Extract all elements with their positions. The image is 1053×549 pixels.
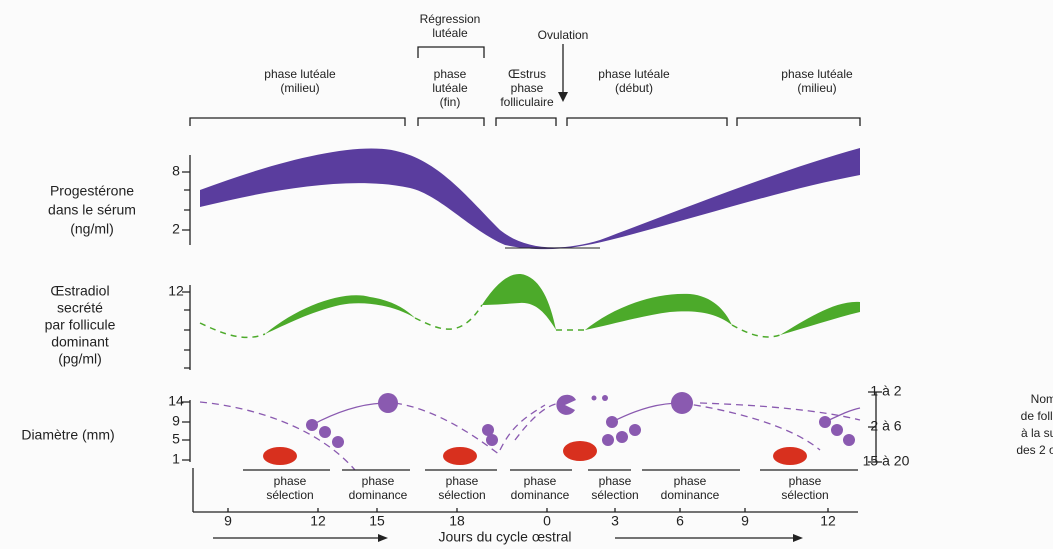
phase-label: phase lutéale [264, 67, 336, 81]
follicle-phase: dominance [661, 488, 720, 502]
x-tick-label: 18 [449, 513, 465, 529]
follicle-phase: sélection [266, 488, 313, 502]
count-label: à la surface [1021, 426, 1053, 440]
follicle-phase: sélection [781, 488, 828, 502]
phase-label: phase lutéale [598, 67, 670, 81]
phase-label: Œstrus [508, 67, 546, 81]
figure: phase lutéale(milieu)Régressionlutéaleph… [0, 0, 1053, 549]
follicle-phase: phase [789, 474, 822, 488]
x-tick-label: 12 [310, 513, 326, 529]
y-tick-label: 1 [172, 451, 180, 467]
follicle-phase: phase [362, 474, 395, 488]
count-tick-label: 15 à 20 [863, 453, 910, 469]
phase-label: folliculaire [500, 95, 554, 109]
y-tick-label: 2 [172, 221, 180, 237]
follicle-phase: phase [446, 474, 479, 488]
panel-label: Progestérone [50, 183, 134, 199]
panel-label: Œstradiol [50, 283, 109, 299]
follicle-phase: phase [274, 474, 307, 488]
x-tick-label: 9 [224, 513, 232, 529]
follicle-phase: dominance [349, 488, 408, 502]
x-tick-label: 12 [820, 513, 836, 529]
y-tick-label: 8 [172, 163, 180, 179]
count-label: Nombre [1031, 392, 1053, 406]
phase-label: Régression [420, 12, 481, 26]
follicle-phase: phase [599, 474, 632, 488]
follicle-phase: dominance [511, 488, 570, 502]
phase-label: lutéale [432, 26, 468, 40]
x-tick-label: 9 [741, 513, 749, 529]
panel-label: (ng/ml) [70, 221, 114, 237]
phase-label: lutéale [432, 81, 468, 95]
y-tick-label: 9 [172, 413, 180, 429]
y-tick-label: 14 [168, 393, 184, 409]
phase-label: phase [434, 67, 467, 81]
x-tick-label: 6 [676, 513, 684, 529]
panel-label: Diamètre (mm) [21, 427, 114, 443]
panel-label: dominant [51, 334, 109, 350]
x-tick-label: 15 [369, 513, 385, 529]
y-tick-label: 12 [168, 283, 184, 299]
follicle-phase: phase [524, 474, 557, 488]
phase-label: (fin) [440, 95, 461, 109]
follicle-phase: phase [674, 474, 707, 488]
phase-label: phase lutéale [781, 67, 853, 81]
phase-label: Ovulation [538, 28, 589, 42]
panel-label: (pg/ml) [58, 351, 102, 367]
count-label: de follicules [1021, 409, 1053, 423]
count-label: des 2 ovaires [1016, 443, 1053, 457]
x-tick-label: 3 [611, 513, 619, 529]
phase-label: (début) [615, 81, 653, 95]
x-axis-label: Jours du cycle œstral [438, 529, 571, 545]
phase-label: phase [511, 81, 544, 95]
x-tick-label: 0 [543, 513, 551, 529]
count-tick-label: 1 à 2 [870, 383, 901, 399]
panel-label: secrété [57, 300, 103, 316]
phase-label: (milieu) [797, 81, 836, 95]
panel-label: dans le sérum [48, 202, 136, 218]
phase-label: (milieu) [280, 81, 319, 95]
y-tick-label: 5 [172, 431, 180, 447]
follicle-phase: sélection [591, 488, 638, 502]
follicle-phase: sélection [438, 488, 485, 502]
count-tick-label: 2 à 6 [870, 418, 901, 434]
panel-label: par follicule [45, 317, 116, 333]
